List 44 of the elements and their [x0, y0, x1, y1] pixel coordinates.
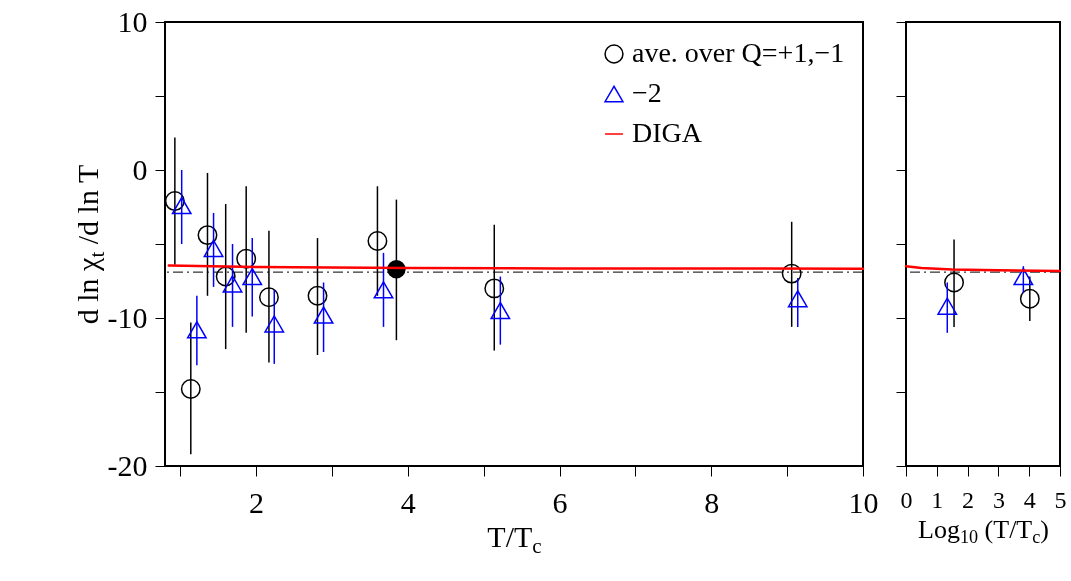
x-tick-label: 5 — [1054, 486, 1067, 513]
point — [1019, 288, 1040, 309]
point — [937, 297, 958, 315]
point — [1013, 267, 1034, 286]
x-tick-label: 10 — [848, 485, 879, 519]
x-tick-label: 2 — [962, 486, 975, 513]
point — [203, 239, 224, 258]
x-axis-title: Log$_{10}$ (T/T$_{c}$) — [918, 514, 1049, 547]
x-tick-label: 6 — [552, 485, 568, 519]
point — [186, 321, 207, 339]
point — [490, 301, 511, 320]
point — [164, 191, 185, 212]
point — [944, 272, 965, 293]
point — [313, 306, 334, 324]
point — [484, 278, 505, 299]
x-tick-label: 2 — [249, 485, 265, 519]
point — [781, 263, 802, 284]
point — [242, 267, 263, 286]
point — [236, 248, 257, 269]
legend-label: DIGA — [632, 117, 703, 148]
y-tick-label: 10 — [117, 4, 148, 38]
legend-label: −2 — [632, 77, 662, 108]
point — [373, 281, 394, 299]
point — [264, 315, 285, 333]
point — [171, 196, 192, 215]
x-tick-label: 3 — [992, 486, 1005, 513]
y-tick-label: -20 — [107, 448, 148, 482]
x-tick-label: 4 — [1023, 486, 1036, 513]
point — [787, 290, 808, 308]
point — [307, 285, 328, 306]
y-tick-label: 0 — [132, 152, 148, 186]
legend-label: ave. over Q=+1,−1 — [632, 37, 845, 68]
x-axis-title: T/T$_{c}$ — [487, 519, 542, 558]
x-tick-label: 1 — [931, 486, 944, 513]
y-tick-label: -10 — [107, 300, 148, 334]
x-tick-label: 0 — [900, 486, 913, 513]
point — [222, 275, 243, 293]
point — [367, 231, 388, 251]
point — [215, 266, 236, 287]
point — [180, 379, 201, 399]
point — [258, 287, 279, 308]
point — [197, 225, 218, 246]
x-tick-label: 4 — [400, 485, 416, 519]
x-tick-label: 8 — [704, 485, 720, 519]
